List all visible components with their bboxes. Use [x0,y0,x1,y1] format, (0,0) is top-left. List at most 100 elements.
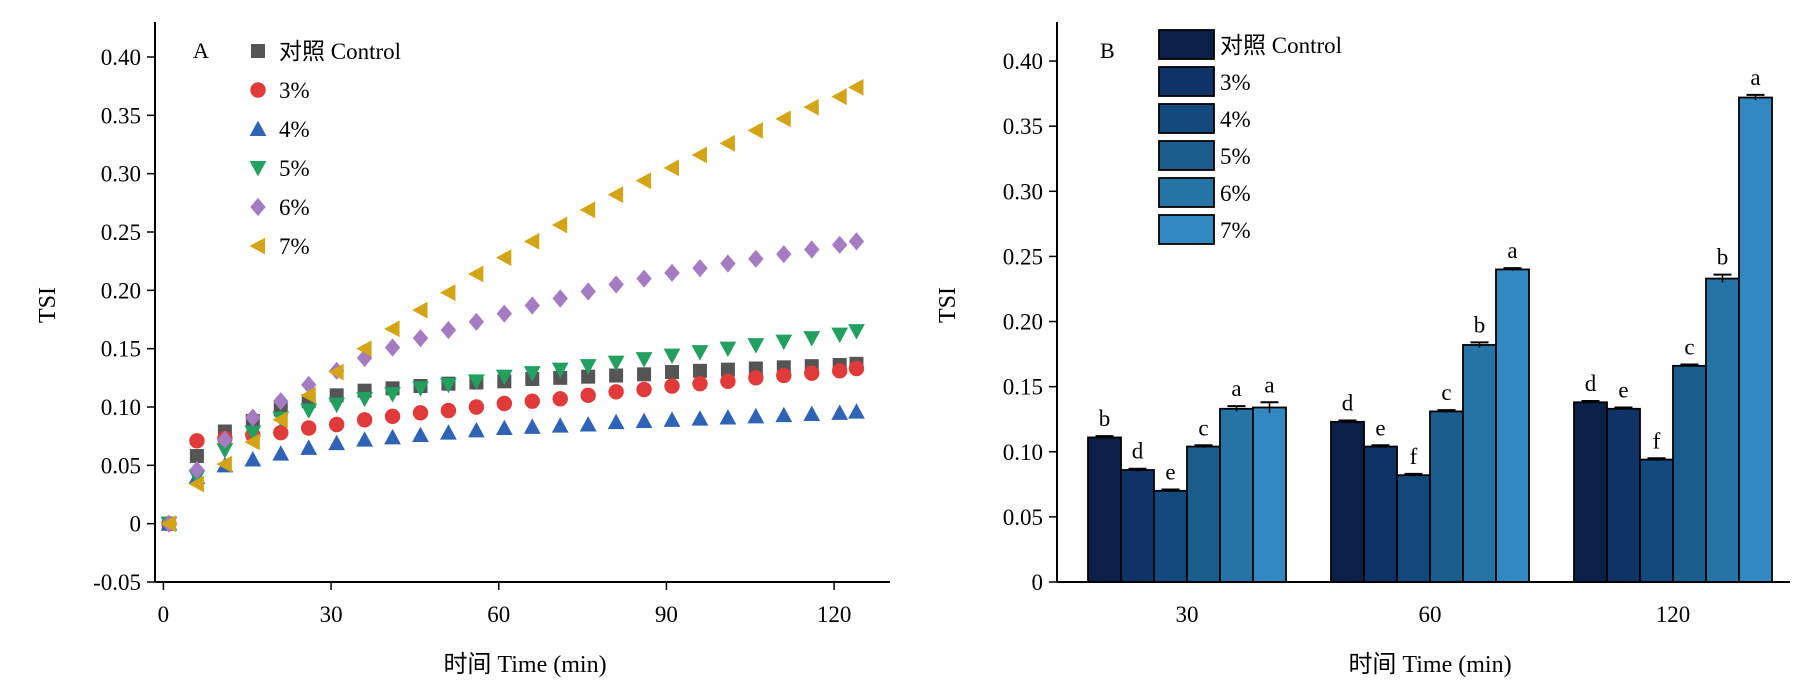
x-axis-label-a: 时间 Time (min) [443,651,606,678]
data-point [188,475,204,493]
legend-label-a: 3% [279,78,310,103]
data-point [440,402,457,419]
data-point [664,263,680,282]
data-point [579,416,597,432]
legend-label-b: 对照 Control [1220,33,1342,58]
data-point [523,232,540,250]
bar [1606,407,1641,583]
x-tick-label-a: 90 [655,602,678,627]
data-point [384,387,401,403]
y-tick-label-b: 0.05 [1003,505,1043,530]
axes-a: -0.05 0 0.05 0.10 0.15 0.20 0.25 0.30 0.35 0.40 0 3… [93,22,890,627]
bar [1705,277,1740,583]
data-point [244,433,260,451]
data-point [848,360,865,377]
significance-letter: a [1507,238,1517,263]
scatter-chart-a: -0.05 0 0.05 0.10 0.15 0.20 0.25 0.30 0.35 0.40 0 3… [35,22,890,678]
data-point [663,348,681,365]
y-tick-label-a: -0.05 [93,570,141,595]
data-point [523,366,541,382]
bar [1429,410,1464,583]
data-point [720,362,735,377]
significance-letter: b [1717,245,1729,270]
data-point [467,421,485,438]
data-point [495,369,513,386]
x-axis-label-b: 时间 Time (min) [1348,651,1511,678]
significance-letter: e [1618,377,1628,402]
data-point [467,374,485,390]
legend-label-b: 7% [1220,218,1251,243]
data-point [692,363,707,378]
data-point [831,363,848,379]
data-point [412,301,428,319]
data-point [328,434,346,451]
data-point [607,186,624,204]
data-point [496,304,513,323]
data-point [607,413,625,430]
legend-swatch-b [1158,29,1215,60]
data-point [747,122,763,139]
data-point [468,312,485,331]
data-point [803,98,819,116]
data-point [301,420,317,436]
data-point [776,245,792,264]
bar [1153,489,1188,583]
data-point [775,334,793,351]
bar [1396,474,1431,583]
legend-label-b: 4% [1220,107,1251,132]
data-point [384,338,401,357]
data-point [665,365,680,379]
significance-letter: d [1585,371,1597,396]
data-point [635,172,652,190]
data-point [848,403,865,419]
significance-letter: a [1231,376,1241,401]
data-point [440,284,456,302]
y-tick-label-a: 0 [130,512,142,537]
data-point [440,377,457,394]
panel-label-a: A [193,38,209,63]
bar [1672,364,1707,583]
bar [1330,420,1365,583]
data-point [300,386,316,404]
data-point [719,134,735,152]
significance-letter: d [1342,391,1354,416]
data-point [467,265,484,283]
axes-b: 0 0.05 0.10 0.15 0.20 0.25 0.30 0.35 0.40 30 60 120 [1003,22,1790,627]
x-tick-label-a: 30 [320,602,343,627]
data-point [637,367,652,382]
data-point [636,381,652,398]
bar [1186,445,1221,583]
data-point [328,397,346,414]
bar [1252,406,1287,583]
bar [1639,458,1674,583]
significance-letter: b [1099,406,1111,431]
data-point [775,406,793,423]
data-point [217,430,233,449]
x-tick-label-a: 60 [487,602,510,627]
x-category-label-b: 30 [1176,602,1199,627]
legend-marker-a [249,161,267,177]
legend-marker-a [250,82,266,98]
legend-label-a: 5% [279,156,310,181]
y-tick-label-a: 0.30 [101,162,141,187]
data-point [524,296,540,315]
x-category-label-b: 60 [1419,602,1442,627]
y-tick-label-a: 0.05 [101,453,141,478]
data-point [356,431,374,447]
y-tick-label-a: 0.10 [101,395,141,420]
y-tick-label-b: 0.10 [1003,440,1043,465]
legend-label-b: 6% [1220,181,1251,206]
data-point [609,368,624,383]
bar [1120,469,1155,583]
data-point [691,146,707,164]
y-tick-label-b: 0.25 [1003,244,1043,269]
legend-swatch-b [1158,214,1215,245]
data-point [244,451,262,467]
data-point [831,327,849,344]
data-point [607,355,625,372]
data-point [831,404,849,420]
data-point [496,395,513,412]
legend-swatch-b [1158,66,1215,97]
panel-label-b: B [1100,38,1115,63]
data-point [551,417,569,433]
